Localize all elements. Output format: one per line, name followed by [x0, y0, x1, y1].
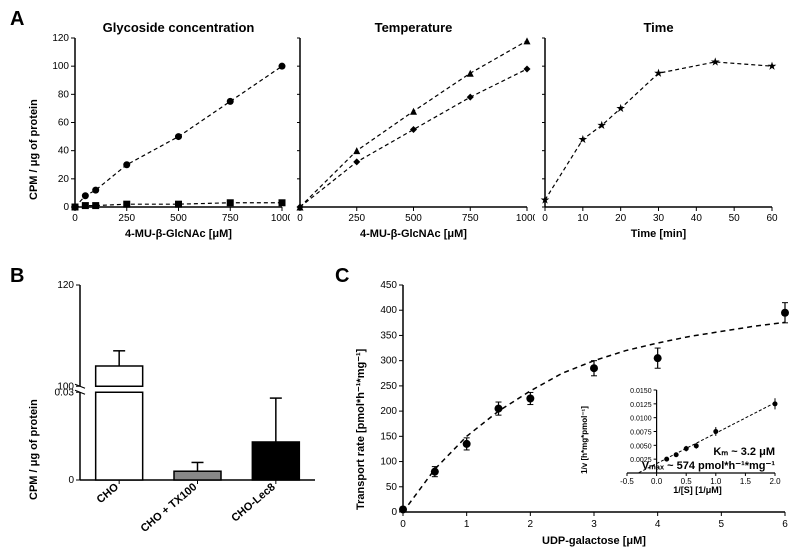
- svg-text:20: 20: [615, 213, 627, 224]
- svg-text:1000: 1000: [271, 213, 290, 224]
- svg-text:0: 0: [542, 213, 548, 224]
- svg-text:0.0100: 0.0100: [630, 416, 652, 423]
- svg-text:350: 350: [380, 330, 397, 341]
- svg-text:20: 20: [58, 174, 70, 185]
- svg-text:4: 4: [655, 519, 661, 530]
- svg-text:750: 750: [462, 213, 479, 224]
- svg-text:1: 1: [464, 519, 470, 530]
- chart-time: Time 0 10 20 30 40 50 60 Time [min]: [535, 20, 780, 245]
- svg-text:30: 30: [653, 213, 665, 224]
- svg-text:0: 0: [68, 475, 74, 486]
- svg-text:80: 80: [58, 89, 70, 100]
- svg-text:200: 200: [380, 406, 397, 417]
- panel-b-label: B: [10, 265, 24, 288]
- svg-text:4-MU-β-GlcNAc [μM]: 4-MU-β-GlcNAc [μM]: [360, 228, 467, 240]
- svg-text:60: 60: [766, 213, 778, 224]
- svg-text:100: 100: [52, 61, 69, 72]
- svg-text:250: 250: [380, 381, 397, 392]
- svg-text:60: 60: [58, 118, 70, 129]
- svg-text:300: 300: [380, 356, 397, 367]
- svg-text:150: 150: [380, 431, 397, 442]
- svg-text:500: 500: [405, 213, 422, 224]
- svg-text:250: 250: [118, 213, 135, 224]
- svg-text:50: 50: [386, 482, 398, 493]
- svg-text:6: 6: [782, 519, 788, 530]
- svg-text:1/v [h*mg*pmol⁻¹]: 1/v [h*mg*pmol⁻¹]: [580, 406, 589, 474]
- svg-text:4-MU-β-GlcNAc [μM]: 4-MU-β-GlcNAc [μM]: [125, 228, 232, 240]
- svg-text:Temperature: Temperature: [375, 20, 453, 35]
- svg-text:2: 2: [528, 519, 534, 530]
- svg-text:250: 250: [348, 213, 365, 224]
- svg-text:0: 0: [297, 213, 303, 224]
- chart-temperature: Temperature 0 250 500 750 1000 4-MU-β-GlcNAc […: [290, 20, 535, 245]
- svg-text:CHO-Lec8: CHO-Lec8: [229, 481, 277, 524]
- panel-a-ylabel: CPM / μg of protein: [28, 99, 40, 200]
- svg-text:0.0075: 0.0075: [630, 430, 652, 437]
- panel-a-label: A: [10, 8, 24, 31]
- svg-text:450: 450: [380, 280, 397, 291]
- svg-text:0: 0: [72, 213, 78, 224]
- svg-text:120: 120: [57, 280, 74, 291]
- chart-glycoside: Glycoside concentration 0 250 500 750 1000 0 20…: [45, 20, 290, 245]
- chart-kinetics: 0 1 2 3 4 5 6 0 50 100 150 200 250 300 350 400 450 UDP-ga…: [365, 275, 795, 550]
- svg-text:400: 400: [380, 305, 397, 316]
- svg-text:Vₘₐₓ ~ 574 pmol*h⁻¹*mg⁻¹: Vₘₐₓ ~ 574 pmol*h⁻¹*mg⁻¹: [642, 460, 776, 472]
- svg-text:0: 0: [63, 202, 69, 213]
- svg-text:0.0050: 0.0050: [630, 443, 652, 450]
- svg-text:750: 750: [222, 213, 239, 224]
- svg-text:0: 0: [400, 519, 406, 530]
- svg-text:1/[S] [1/μM]: 1/[S] [1/μM]: [673, 485, 722, 495]
- svg-text:0.03: 0.03: [55, 387, 75, 398]
- svg-text:Time [min]: Time [min]: [631, 228, 687, 240]
- svg-text:40: 40: [58, 146, 70, 157]
- svg-text:1000: 1000: [516, 213, 535, 224]
- svg-text:3: 3: [591, 519, 597, 530]
- svg-text:1.5: 1.5: [740, 477, 752, 486]
- svg-text:50: 50: [729, 213, 741, 224]
- svg-text:2.0: 2.0: [769, 477, 781, 486]
- chart-bar: 10012000.03CHOCHO + TX100CHO-Lec8: [45, 275, 325, 550]
- svg-text:500: 500: [170, 213, 187, 224]
- panel-c-label: C: [335, 265, 349, 288]
- svg-text:10: 10: [577, 213, 589, 224]
- svg-text:UDP-galactose [μM]: UDP-galactose [μM]: [542, 535, 646, 547]
- svg-text:Kₘ ~ 3.2 μM: Kₘ ~ 3.2 μM: [713, 446, 775, 458]
- svg-text:-0.5: -0.5: [620, 477, 634, 486]
- svg-text:100: 100: [380, 457, 397, 468]
- panel-b-ylabel: CPM / μg of protein: [28, 399, 40, 500]
- svg-text:CHO + TX100: CHO + TX100: [139, 481, 200, 535]
- svg-text:120: 120: [52, 33, 69, 44]
- svg-text:0: 0: [391, 507, 397, 518]
- svg-text:Glycoside concentration: Glycoside concentration: [103, 20, 255, 35]
- svg-text:40: 40: [691, 213, 703, 224]
- svg-text:Time: Time: [643, 20, 673, 35]
- svg-text:0.0125: 0.0125: [630, 402, 652, 409]
- svg-text:0.0150: 0.0150: [630, 388, 652, 395]
- svg-text:0.0: 0.0: [651, 477, 663, 486]
- svg-text:CHO: CHO: [95, 481, 122, 506]
- svg-text:5: 5: [719, 519, 725, 530]
